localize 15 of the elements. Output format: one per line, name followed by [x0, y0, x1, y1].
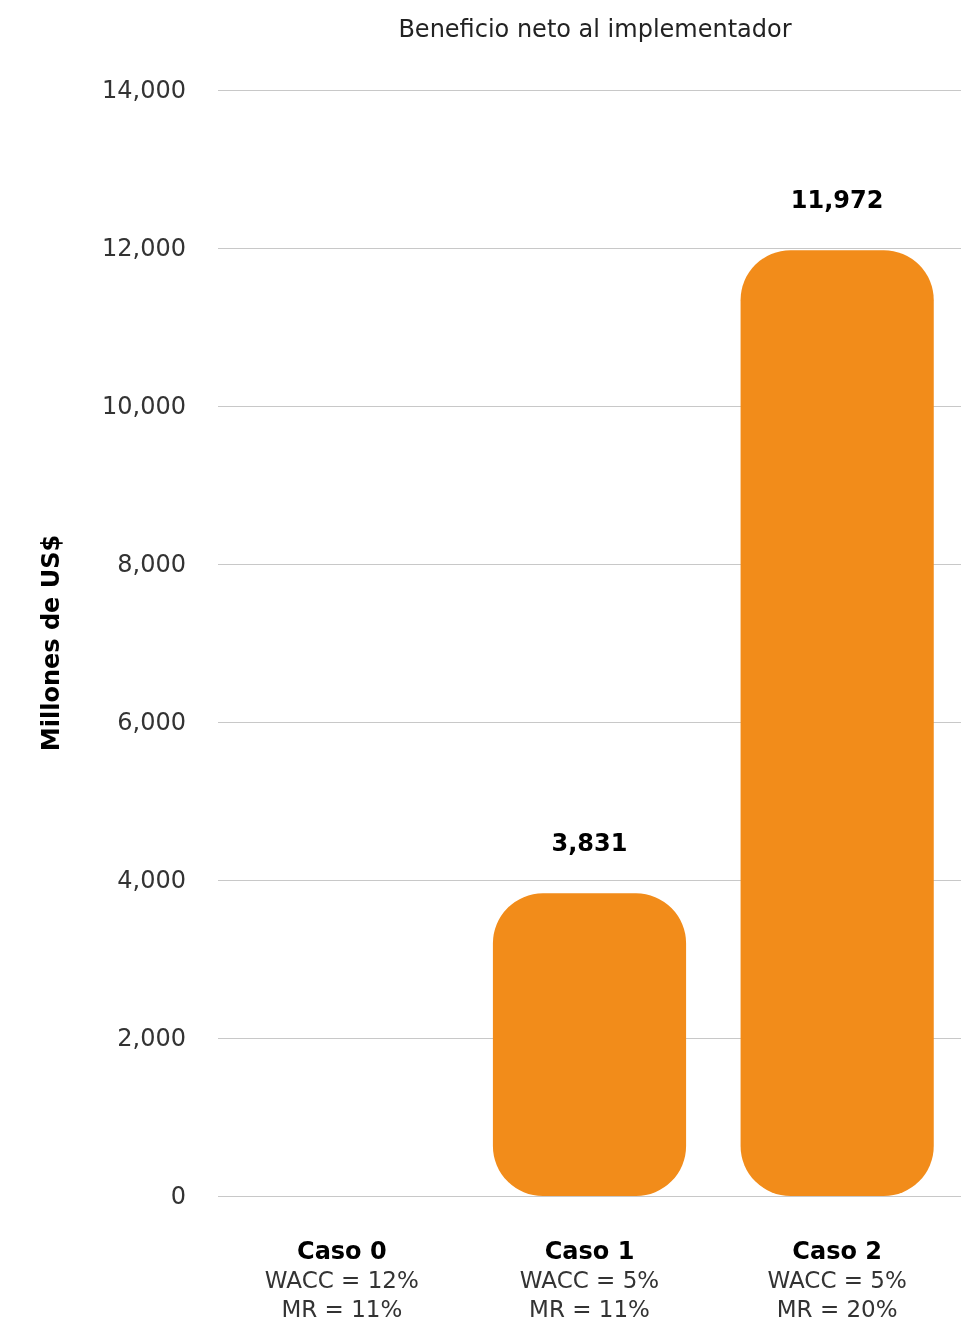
data-label: 3,831: [551, 829, 628, 858]
data-label: 11,972: [790, 186, 884, 215]
y-tick-label: 4,000: [117, 866, 186, 894]
x-tick-label: Caso 2 WACC = 5% MR = 20%: [767, 1236, 907, 1320]
x-tick-label: Caso 1 WACC = 5% MR = 11%: [519, 1236, 660, 1320]
y-tick-label: 2,000: [117, 1024, 186, 1052]
y-tick-label: 6,000: [117, 708, 186, 736]
y-tick-label: 0: [170, 1182, 186, 1210]
y-tick-label: 12,000: [102, 234, 186, 262]
chart-title: Beneficio neto al implementador: [398, 15, 792, 43]
x-tick-label: Caso 0 WACC = 12% MR = 11%: [264, 1236, 419, 1320]
y-tick-label: 8,000: [117, 550, 186, 578]
y-tick-label: 14,000: [102, 76, 186, 104]
y-axis-title: Millones de US$: [37, 534, 65, 752]
y-tick-label: 10,000: [102, 392, 186, 420]
